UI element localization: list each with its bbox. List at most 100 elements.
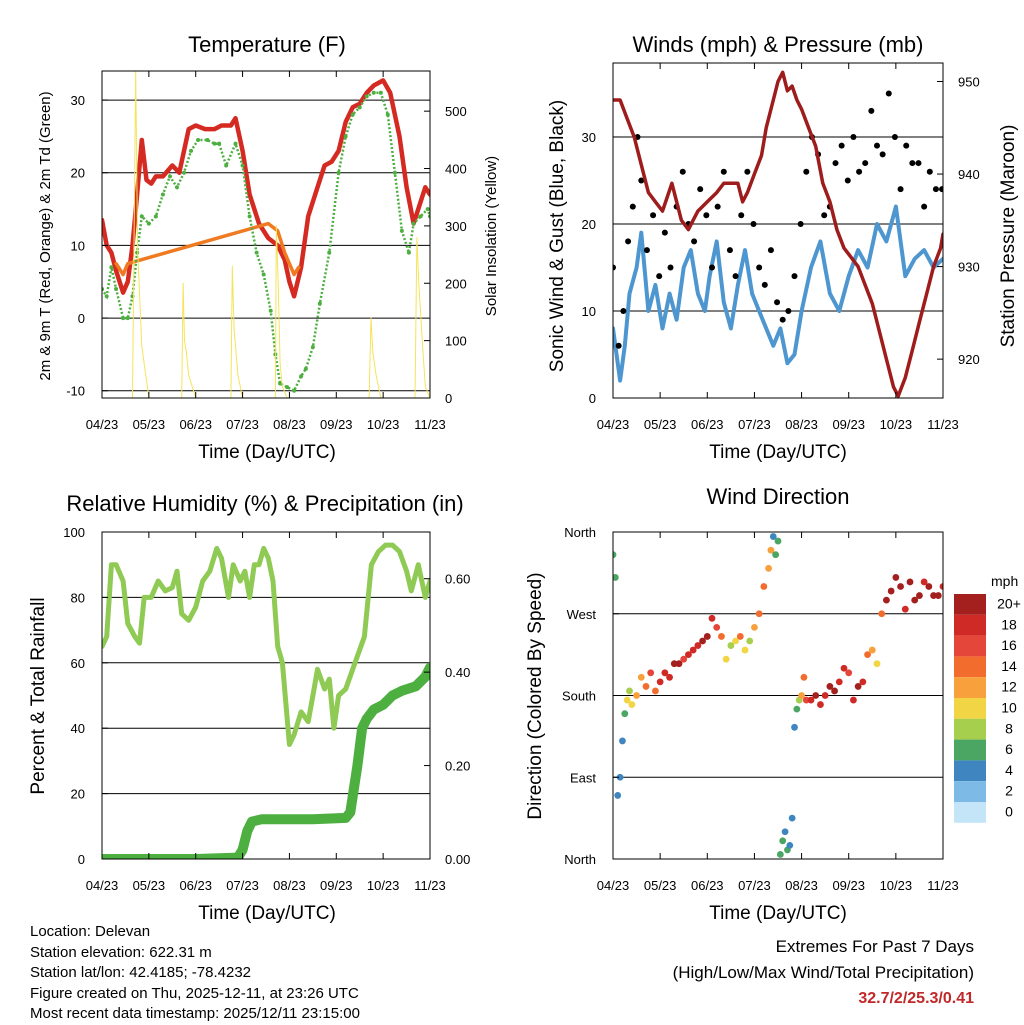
temperature-ytick-label: 30 (71, 93, 85, 108)
temperature-panel: Temperature (F) Time (Day/UTC) 2m & 9m T… (37, 32, 500, 463)
winds-ytick-label: 20 (582, 217, 596, 232)
winds-y2tick-label: 930 (958, 260, 980, 275)
direction-xtick-label: 06/23 (691, 878, 724, 893)
winds-gust-point (744, 168, 751, 175)
colorbar-label: 12 (1001, 679, 1017, 695)
winds-ytick-label: 0 (589, 391, 596, 406)
temperature-title: Temperature (F) (188, 32, 346, 57)
direction-wind-direction-point (859, 678, 867, 686)
winds-gust-point (709, 264, 715, 271)
winds-ytick-label: 30 (582, 130, 596, 145)
winds-gust-point (939, 186, 943, 193)
winds-gust-point (891, 133, 898, 140)
colorbar-swatch (954, 781, 986, 802)
direction-wind-direction-point (934, 592, 942, 599)
temperature-xtick-label: 09/23 (320, 417, 353, 432)
winds-y2label: Station Pressure (Maroon) (998, 125, 1019, 348)
direction-wind-direction-point (887, 587, 895, 595)
colorbar-label: 14 (1001, 658, 1017, 674)
extremes-box: Extremes For Past 7 Days (High/Low/Max W… (673, 934, 974, 1012)
colorbar-swatch (954, 635, 986, 657)
winds-gust-point (656, 273, 663, 280)
winds-gust-point (620, 307, 627, 314)
direction-ytick-label: East (570, 770, 596, 785)
winds-xtick-label: 06/23 (691, 417, 724, 432)
humidity-xtick-label: 09/23 (320, 878, 353, 893)
direction-wind-direction-point (727, 642, 735, 649)
direction-wind-direction-point (755, 610, 763, 618)
winds-gust-point (615, 342, 622, 349)
direction-wind-direction-point (736, 633, 744, 640)
direction-wind-direction-point (817, 701, 824, 708)
direction-wind-direction-point (656, 678, 664, 686)
direction-wind-direction-point (864, 651, 871, 659)
colorbar-swatch (954, 594, 986, 615)
direction-wind-direction-point (835, 678, 843, 686)
direction-wind-direction-point (807, 696, 815, 704)
temperature-ylabel: 2m & 9m T (Red, Orange) & 2m Td (Green) (37, 91, 54, 380)
winds-gust-point (897, 186, 904, 193)
direction-wind-direction-point (786, 841, 794, 849)
direction-wind-direction-point (793, 705, 801, 713)
direction-wind-direction-point (826, 683, 834, 690)
humidity-y2tick-label: 0.40 (445, 665, 470, 680)
winds-xtick-label: 09/23 (832, 417, 865, 432)
direction-wind-direction-point (670, 660, 678, 668)
direction-wind-direction-point (901, 605, 909, 613)
humidity-xtick-label: 08/23 (273, 878, 306, 893)
humidity-ytick-label: 100 (63, 525, 85, 540)
humidity-ytick-label: 0 (78, 852, 85, 867)
direction-ylabel: Direction (Colored By Speed) (525, 572, 546, 819)
station-info: Location: Delevan Station elevation: 622… (30, 922, 360, 1025)
direction-wind-direction-point (680, 655, 688, 663)
colorbar-label: 20+ (997, 596, 1021, 612)
humidity-total-precipitation-line (102, 662, 430, 859)
winds-gust-point (761, 281, 768, 288)
winds-y2tick-label: 950 (958, 75, 980, 90)
direction-wind-direction-point (652, 687, 659, 695)
colorbar-swatch (954, 614, 986, 636)
temperature-2m-td-line (102, 91, 430, 393)
winds-gust-point (885, 90, 892, 97)
winds-gust-point (797, 220, 804, 227)
winds-y2tick-label: 940 (958, 167, 980, 182)
winds-gust-point (926, 168, 933, 175)
winds-xlabel: Time (Day/UTC) (709, 442, 847, 463)
direction-wind-direction-point (685, 651, 692, 659)
temperature-ytick-label: -10 (66, 384, 85, 399)
direction-wind-direction-point (751, 623, 758, 631)
extremes-values: 32.7/2/25.3/0.41 (858, 990, 974, 1007)
direction-xtick-label: 04/23 (597, 878, 630, 893)
direction-plot-area (613, 533, 943, 858)
direction-wind-direction-point (616, 773, 624, 781)
colorbar-swatch (954, 802, 986, 823)
winds-gust-point (643, 247, 650, 254)
winds-station-pressure-line (613, 70, 943, 398)
direction-xtick-label: 08/23 (785, 878, 818, 893)
direction-wind-direction-point (637, 673, 645, 681)
temperature-9m-t-line (114, 221, 301, 277)
winds-gust-point (750, 220, 757, 227)
direction-wind-direction-point (911, 596, 919, 604)
temperature-y2label: Solar Insolation (Yellow) (483, 156, 500, 316)
figure-created: Figure created on Thu, 2025-12-11, at 23… (30, 984, 359, 1002)
direction-wind-direction-point (703, 633, 711, 640)
direction-wind-direction-point (781, 828, 789, 836)
temperature-y2tick-label: 200 (445, 276, 467, 291)
direction-wind-direction-point (779, 837, 787, 845)
winds-ytick-label: 10 (582, 304, 596, 319)
winds-gust-point (844, 177, 851, 184)
winds-gust-point (720, 168, 727, 175)
temperature-ytick-label: 0 (78, 311, 85, 326)
direction-wind-direction-point (812, 692, 820, 699)
winds-gust-point (774, 299, 781, 306)
direction-wind-direction-point (925, 583, 933, 590)
extremes-title: Extremes For Past 7 Days (775, 937, 974, 956)
direction-ytick-label: North (564, 525, 596, 540)
colorbar-title: mph (991, 573, 1018, 589)
colorbar-label: 6 (1005, 741, 1013, 757)
direction-xtick-label: 05/23 (644, 878, 677, 893)
direction-xlabel: Time (Day/UTC) (709, 903, 847, 924)
direction-wind-direction-point (613, 574, 619, 581)
direction-wind-direction-point (831, 687, 838, 695)
